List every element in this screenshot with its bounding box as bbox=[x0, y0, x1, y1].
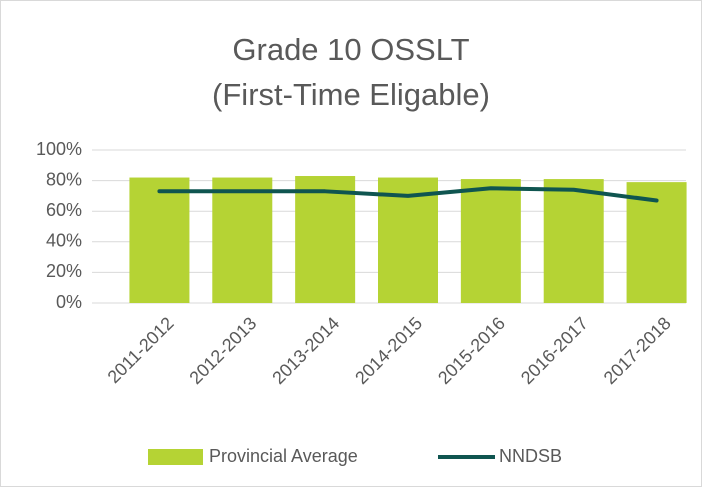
legend-swatch bbox=[148, 449, 203, 465]
bar bbox=[129, 177, 190, 303]
chart-title: (First-Time Eligable) bbox=[212, 77, 490, 112]
bar bbox=[212, 177, 273, 303]
legend-label: Provincial Average bbox=[209, 446, 358, 466]
bar bbox=[295, 176, 356, 303]
legend-label: NNDSB bbox=[499, 446, 562, 466]
y-tick-label: 40% bbox=[46, 231, 82, 251]
y-tick-label: 0% bbox=[56, 292, 82, 312]
bar bbox=[378, 177, 438, 303]
y-tick-label: 100% bbox=[36, 139, 82, 159]
chart-title: Grade 10 OSSLT bbox=[232, 32, 469, 67]
bar bbox=[460, 179, 521, 303]
y-tick-label: 80% bbox=[46, 169, 82, 189]
y-tick-label: 20% bbox=[46, 261, 82, 281]
line bbox=[157, 186, 659, 203]
y-tick-label: 60% bbox=[46, 200, 82, 220]
bar bbox=[543, 179, 604, 303]
